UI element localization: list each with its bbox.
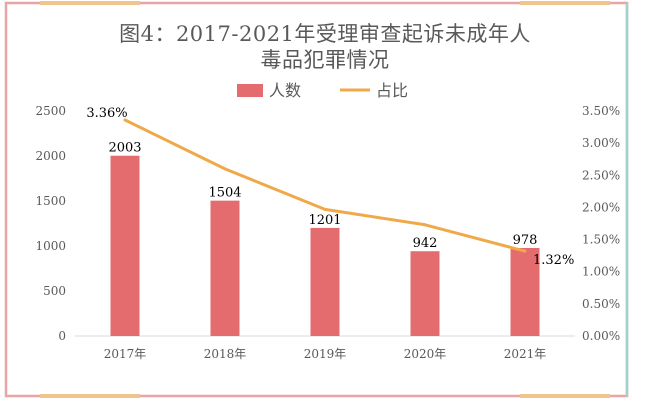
x-axis-tick-label: 2019年 [304,347,347,361]
bar-value-label: 942 [413,236,438,251]
right-axis-tick-label: 2.00% [582,200,620,214]
x-axis-tick-label: 2018年 [204,347,247,361]
right-axis-tick-label: 0.00% [582,329,620,343]
bar [310,227,340,336]
right-axis-tick-label: 1.00% [582,265,620,279]
left-axis-tick-label: 1000 [35,239,66,253]
bar-value-label: 1201 [308,213,341,228]
left-axis-tick-label: 0 [58,329,66,343]
right-axis-tick-label: 0.50% [582,297,620,311]
legend-swatch-bar [237,84,263,97]
bar-value-label: 2003 [108,141,141,156]
right-axis-tick-label: 1.50% [582,233,620,247]
chart-title-line-2: 毒品犯罪情况 [260,48,390,72]
line-point [423,223,427,227]
right-axis-tick-label: 2.50% [582,168,620,182]
right-axis-tick-label: 3.00% [582,136,620,150]
line-point-label: 1.32% [533,253,574,268]
line-point [223,167,227,171]
bar [410,251,440,336]
bar [110,155,140,336]
legend-label-line: 占比 [376,81,408,100]
bar [510,247,540,336]
legend-label-bar: 人数 [269,81,301,100]
x-axis-tick-label: 2017年 [104,347,147,361]
chart-title-line-1: 图4：2017-2021年受理审查起诉未成年人 [119,22,531,46]
bar [210,200,240,336]
left-axis-tick-label: 2000 [35,149,66,163]
x-axis-tick-label: 2020年 [404,347,447,361]
line-point [123,118,127,122]
left-axis-tick-label: 2500 [35,104,66,118]
left-axis-tick-label: 1500 [35,194,66,208]
left-axis-tick-label: 500 [43,284,66,298]
bar-value-label: 978 [513,233,538,248]
right-axis-tick-label: 3.50% [582,104,620,118]
line-point-label: 3.36% [86,106,127,121]
bar-value-label: 1504 [208,186,241,201]
line-point [323,207,327,211]
line-point [523,249,527,253]
x-axis-tick-label: 2021年 [504,347,547,361]
